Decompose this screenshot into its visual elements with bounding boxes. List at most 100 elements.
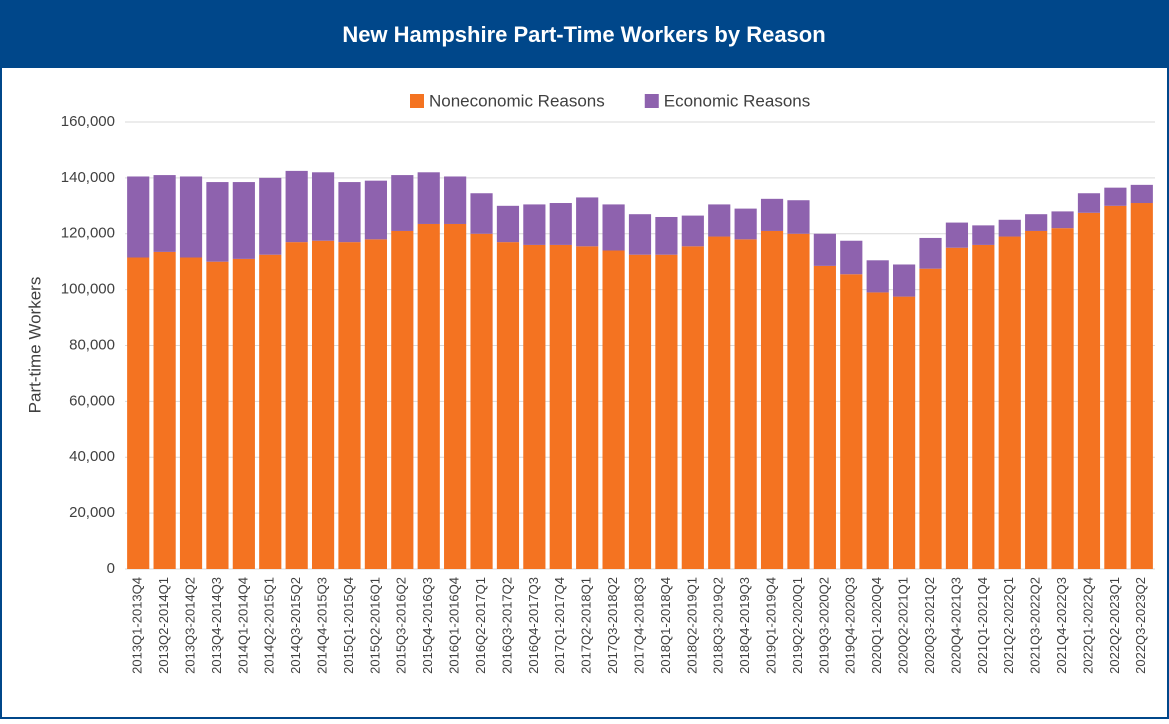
bar-segment <box>153 251 176 570</box>
bar-segment <box>206 261 229 569</box>
x-tick-label: 2013Q3-2014Q2 <box>182 577 197 674</box>
bar-segment <box>417 172 440 224</box>
bar-segment <box>1051 228 1074 569</box>
bar-segment <box>734 239 757 569</box>
bar-segment <box>1104 205 1127 569</box>
chart-title: New Hampshire Part-Time Workers by Reaso… <box>342 22 825 47</box>
bar-segment <box>549 203 572 245</box>
x-tick-label: 2014Q2-2015Q1 <box>262 577 277 674</box>
bar-segment <box>364 180 387 240</box>
y-tick-label: 20,000 <box>69 504 115 521</box>
bar-segment <box>813 233 836 266</box>
legend-swatch <box>410 94 424 108</box>
bar-segment <box>813 265 836 569</box>
bar-segment <box>179 176 203 258</box>
bar-segment <box>1025 214 1048 231</box>
x-tick-label: 2020Q1-2020Q4 <box>869 577 884 674</box>
y-axis-title: Part-time Workers <box>25 277 44 414</box>
bar-segment <box>708 236 731 569</box>
title-bar <box>0 0 1169 68</box>
bar-segment <box>787 233 810 569</box>
x-tick-label: 2022Q2-2023Q1 <box>1107 577 1122 674</box>
bar-segment <box>179 257 203 569</box>
bar-segment <box>787 200 810 234</box>
x-tick-label: 2019Q2-2020Q1 <box>790 577 805 674</box>
x-tick-label: 2019Q3-2020Q2 <box>816 577 831 674</box>
bar-segment <box>127 257 150 569</box>
bar-segment <box>232 182 255 259</box>
x-tick-label: 2017Q1-2017Q4 <box>552 577 567 674</box>
bar-segment <box>285 170 308 243</box>
bar-segment <box>338 182 361 243</box>
bar-segment <box>391 230 414 570</box>
y-tick-label: 0 <box>107 560 115 577</box>
bar-segment <box>655 254 678 569</box>
bar-segment <box>945 247 969 569</box>
x-tick-label: 2022Q1-2022Q4 <box>1080 577 1095 674</box>
bar-segment <box>1104 187 1127 206</box>
x-tick-label: 2021Q2-2022Q1 <box>1001 577 1016 674</box>
bar-segment <box>285 242 308 569</box>
bar-segment <box>866 260 889 293</box>
bar-segment <box>734 208 757 240</box>
bar-segment <box>1077 212 1101 569</box>
bar-segment <box>972 225 995 245</box>
bar-segment <box>760 198 784 231</box>
x-tick-label: 2013Q1-2013Q4 <box>130 577 145 674</box>
bar-segment <box>602 204 625 251</box>
x-tick-label: 2018Q2-2019Q1 <box>684 577 699 674</box>
x-tick-label: 2016Q1-2016Q4 <box>447 577 462 674</box>
x-tick-label: 2014Q3-2015Q2 <box>288 577 303 674</box>
bar-segment <box>444 223 467 570</box>
legend-label: Noneconomic Reasons <box>429 91 605 110</box>
bar-segment <box>311 172 335 241</box>
bar-segment <box>840 240 863 275</box>
bar-segment <box>840 274 863 569</box>
x-tick-label: 2021Q1-2021Q4 <box>975 577 990 674</box>
x-tick-label: 2015Q3-2016Q2 <box>394 577 409 674</box>
bar-segment <box>655 216 678 255</box>
x-tick-label: 2020Q4-2021Q3 <box>948 577 963 674</box>
x-tick-label: 2017Q2-2018Q1 <box>579 577 594 674</box>
bar-segment <box>259 177 282 255</box>
x-tick-label: 2014Q4-2015Q3 <box>315 577 330 674</box>
y-tick-label: 60,000 <box>69 392 115 409</box>
bar-segment <box>998 236 1021 569</box>
bar-segment <box>153 175 176 252</box>
bar-segment <box>1051 211 1074 229</box>
x-tick-label: 2015Q2-2016Q1 <box>367 577 382 674</box>
bar-segment <box>1077 193 1101 213</box>
bar-segment <box>444 176 467 224</box>
bar-segment <box>470 233 493 569</box>
x-tick-label: 2013Q4-2014Q3 <box>209 577 224 674</box>
y-tick-label: 40,000 <box>69 448 115 465</box>
x-tick-label: 2018Q1-2018Q4 <box>658 577 673 674</box>
bar-segment <box>259 254 282 569</box>
bar-segment <box>127 176 150 258</box>
bar-segment <box>972 244 995 570</box>
x-tick-label: 2016Q2-2017Q1 <box>473 577 488 674</box>
x-tick-label: 2015Q1-2015Q4 <box>341 577 356 674</box>
bar-segment <box>391 175 414 231</box>
bar-segment <box>919 237 942 269</box>
x-tick-label: 2014Q1-2014Q4 <box>235 577 250 674</box>
x-tick-label: 2015Q4-2016Q3 <box>420 577 435 674</box>
x-tick-label: 2019Q1-2019Q4 <box>763 577 778 674</box>
bar-segment <box>628 254 652 569</box>
bar-segment <box>945 222 969 248</box>
x-tick-label: 2017Q4-2018Q3 <box>631 577 646 674</box>
bar-segment <box>1130 184 1153 204</box>
legend-swatch <box>644 94 659 108</box>
bar-segment <box>1025 230 1048 570</box>
bar-segment <box>206 182 229 262</box>
bar-segment <box>602 250 625 569</box>
y-tick-label: 160,000 <box>61 113 115 130</box>
bar-segment <box>681 215 704 247</box>
x-tick-label: 2016Q4-2017Q3 <box>526 577 541 674</box>
x-tick-label: 2019Q4-2020Q3 <box>843 577 858 674</box>
bar-segment <box>523 244 546 570</box>
bar-segment <box>311 240 335 569</box>
y-tick-label: 140,000 <box>61 169 115 186</box>
bar-segment <box>998 219 1021 237</box>
bar-segment <box>576 246 599 569</box>
